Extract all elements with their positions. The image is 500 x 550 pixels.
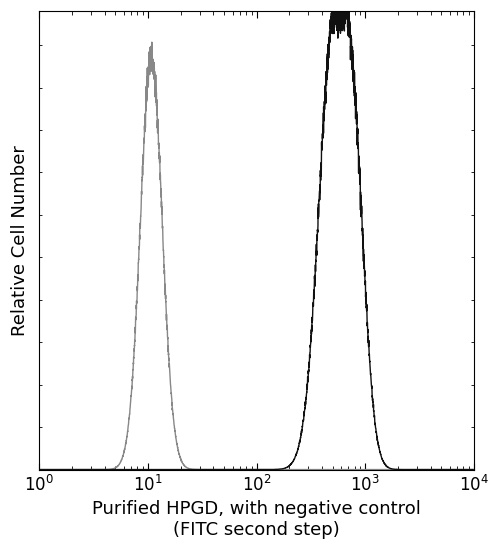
X-axis label: Purified HPGD, with negative control
(FITC second step): Purified HPGD, with negative control (FI… — [92, 500, 421, 539]
Y-axis label: Relative Cell Number: Relative Cell Number — [11, 145, 29, 336]
